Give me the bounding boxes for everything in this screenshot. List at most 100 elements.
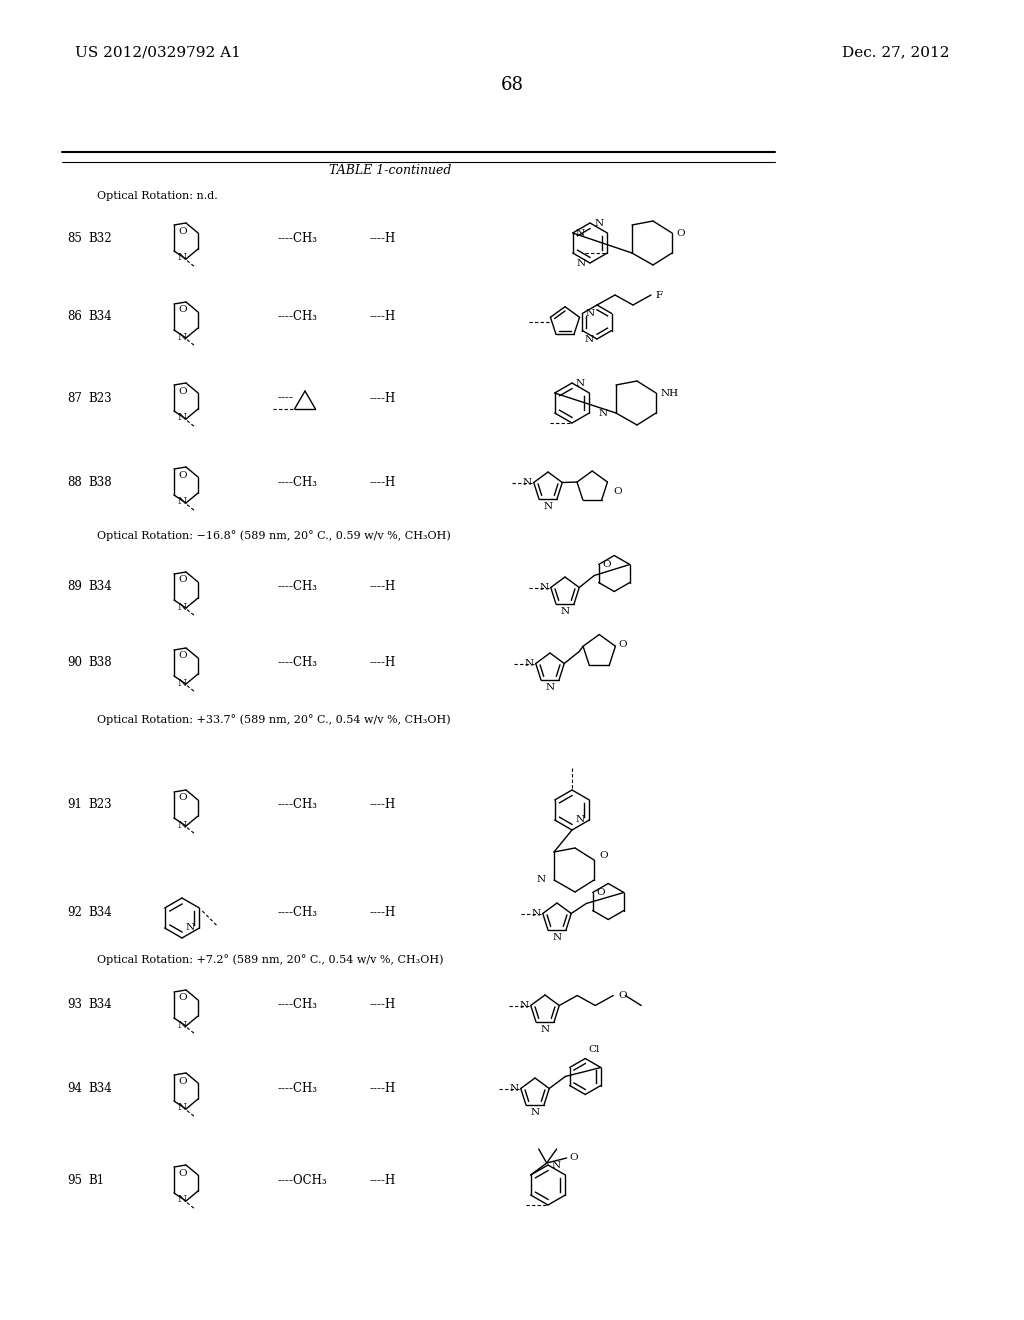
Text: N: N	[560, 607, 569, 616]
Text: B34: B34	[88, 581, 112, 594]
Text: O: O	[603, 560, 611, 569]
Text: N: N	[599, 408, 608, 417]
Text: N: N	[575, 379, 585, 388]
Text: Optical Rotation: +33.7° (589 nm, 20° C., 0.54 w/v %, CH₃OH): Optical Rotation: +33.7° (589 nm, 20° C.…	[97, 714, 451, 726]
Text: ----H: ----H	[370, 998, 396, 1011]
Text: ----H: ----H	[370, 656, 396, 669]
Text: ----CH₃: ----CH₃	[278, 907, 318, 920]
Text: O: O	[178, 227, 187, 235]
Text: B34: B34	[88, 998, 112, 1011]
Text: N: N	[509, 1084, 518, 1093]
Text: 90: 90	[67, 656, 82, 669]
Text: F: F	[655, 290, 663, 300]
Text: O: O	[178, 387, 187, 396]
Text: O: O	[178, 652, 187, 660]
Text: B38: B38	[88, 475, 112, 488]
Text: N: N	[177, 498, 186, 507]
Text: O: O	[569, 1154, 579, 1163]
Text: N: N	[546, 682, 555, 692]
Text: O: O	[178, 470, 187, 479]
Text: N: N	[177, 678, 186, 688]
Text: N: N	[552, 933, 561, 942]
Text: N: N	[552, 1160, 561, 1170]
Text: N: N	[537, 875, 546, 884]
Text: O: O	[599, 851, 607, 861]
Text: N: N	[177, 1020, 186, 1030]
Text: N: N	[531, 909, 541, 917]
Text: ----CH₃: ----CH₃	[278, 581, 318, 594]
Text: 87: 87	[67, 392, 82, 404]
Text: 92: 92	[67, 907, 82, 920]
Text: TABLE 1-continued: TABLE 1-continued	[329, 164, 452, 177]
Text: B1: B1	[88, 1173, 104, 1187]
Text: B32: B32	[88, 231, 112, 244]
Text: N: N	[524, 659, 534, 668]
Text: O: O	[178, 793, 187, 803]
Text: O: O	[178, 994, 187, 1002]
Text: 68: 68	[501, 77, 523, 94]
Text: US 2012/0329792 A1: US 2012/0329792 A1	[75, 45, 241, 59]
Text: O: O	[617, 640, 627, 649]
Text: ----H: ----H	[370, 475, 396, 488]
Text: ----H: ----H	[370, 392, 396, 404]
Text: ----CH₃: ----CH₃	[278, 656, 318, 669]
Text: N: N	[177, 333, 186, 342]
Text: N: N	[519, 1001, 528, 1010]
Text: ----: ----	[278, 392, 293, 404]
Text: N: N	[540, 583, 549, 591]
Text: N: N	[575, 228, 585, 238]
Text: O: O	[676, 228, 685, 238]
Text: ----CH₃: ----CH₃	[278, 799, 318, 812]
Text: ----OCH₃: ----OCH₃	[278, 1173, 328, 1187]
Text: Optical Rotation: n.d.: Optical Rotation: n.d.	[97, 191, 218, 201]
Text: B34: B34	[88, 310, 112, 323]
Text: N: N	[586, 309, 594, 318]
Text: Optical Rotation: −16.8° (589 nm, 20° C., 0.59 w/v %, CH₃OH): Optical Rotation: −16.8° (589 nm, 20° C.…	[97, 531, 451, 541]
Text: N: N	[177, 253, 186, 263]
Text: ----H: ----H	[370, 1173, 396, 1187]
Text: ----H: ----H	[370, 907, 396, 920]
Text: N: N	[530, 1107, 540, 1117]
Text: O: O	[613, 487, 622, 496]
Text: B38: B38	[88, 656, 112, 669]
Text: ----H: ----H	[370, 310, 396, 323]
Text: N: N	[185, 924, 195, 932]
Text: 85: 85	[67, 231, 82, 244]
Text: 95: 95	[67, 1173, 82, 1187]
Text: N: N	[577, 259, 586, 268]
Text: ----CH₃: ----CH₃	[278, 475, 318, 488]
Text: O: O	[618, 991, 627, 1001]
Text: N: N	[177, 602, 186, 611]
Text: ----H: ----H	[370, 1081, 396, 1094]
Text: 93: 93	[67, 998, 82, 1011]
Text: ----CH₃: ----CH₃	[278, 231, 318, 244]
Text: 91: 91	[67, 799, 82, 812]
Text: Dec. 27, 2012: Dec. 27, 2012	[843, 45, 950, 59]
Text: Cl: Cl	[588, 1044, 600, 1053]
Text: O: O	[597, 888, 605, 898]
Text: N: N	[595, 219, 604, 227]
Text: B23: B23	[88, 392, 112, 404]
Text: 89: 89	[67, 581, 82, 594]
Text: O: O	[178, 1168, 187, 1177]
Text: ----H: ----H	[370, 799, 396, 812]
Text: 88: 88	[67, 475, 82, 488]
Text: Optical Rotation: +7.2° (589 nm, 20° C., 0.54 w/v %, CH₃OH): Optical Rotation: +7.2° (589 nm, 20° C.,…	[97, 954, 443, 965]
Text: 94: 94	[67, 1081, 82, 1094]
Text: N: N	[544, 502, 553, 511]
Text: 86: 86	[67, 310, 82, 323]
Text: O: O	[178, 305, 187, 314]
Text: N: N	[177, 1104, 186, 1113]
Text: ----H: ----H	[370, 581, 396, 594]
Text: O: O	[178, 1077, 187, 1085]
Text: ----H: ----H	[370, 231, 396, 244]
Text: N: N	[177, 1196, 186, 1204]
Text: ----CH₃: ----CH₃	[278, 1081, 318, 1094]
Text: ----CH₃: ----CH₃	[278, 310, 318, 323]
Text: N: N	[585, 334, 594, 343]
Text: B23: B23	[88, 799, 112, 812]
Text: N: N	[522, 478, 531, 487]
Text: B34: B34	[88, 907, 112, 920]
Text: B34: B34	[88, 1081, 112, 1094]
Text: N: N	[177, 413, 186, 422]
